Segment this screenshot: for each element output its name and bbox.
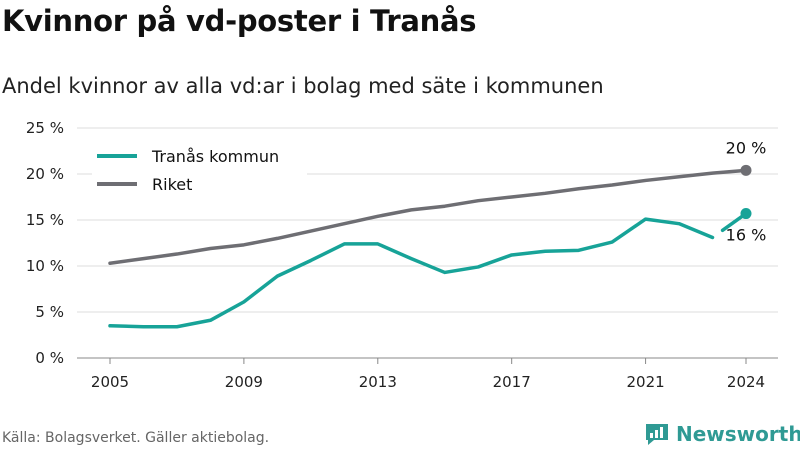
brand-name: Newsworthy bbox=[676, 422, 800, 446]
legend-label-1: Riket bbox=[152, 175, 192, 194]
series-line-1 bbox=[108, 168, 748, 265]
x-tick-label: 2024 bbox=[727, 373, 765, 391]
x-tick-label: 2021 bbox=[626, 373, 664, 391]
x-tick-label: 2009 bbox=[225, 373, 263, 391]
source-note: Källa: Bolagsverket. Gäller aktiebolag. bbox=[2, 430, 270, 446]
legend-background bbox=[92, 144, 307, 202]
series-line-0 bbox=[108, 217, 715, 329]
chart-subtitle: Andel kvinnor av alla vd:ar i bolag med … bbox=[2, 74, 604, 98]
newsworthy-logo-icon bbox=[646, 424, 668, 445]
series-end-point-1 bbox=[740, 164, 752, 176]
y-tick-label: 25 % bbox=[26, 119, 64, 137]
y-tick-label: 10 % bbox=[26, 257, 64, 275]
x-tick-label: 2013 bbox=[359, 373, 397, 391]
axes: 0 % 5 % 10 % 15 % 20 % 25 % 2005 2009 2013 2017 20… bbox=[26, 119, 765, 391]
y-tick-label: 20 % bbox=[26, 165, 64, 183]
line-chart: 0 % 5 % 10 % 15 % 20 % 25 % 2005 2009 2013 2017 20… bbox=[26, 119, 778, 391]
y-tick-label: 15 % bbox=[26, 211, 64, 229]
legend-label-0: Tranås kommun bbox=[151, 147, 279, 166]
series-lines: 20 % 16 % bbox=[108, 138, 767, 329]
x-tick-label: 2017 bbox=[493, 373, 531, 391]
y-tick-label: 0 % bbox=[35, 349, 64, 367]
chart-title: Kvinnor på vd-poster i Tranås bbox=[2, 4, 477, 38]
legend: Tranås kommun Riket bbox=[92, 144, 307, 202]
series-end-point-0 bbox=[740, 208, 752, 220]
series-end-label-0: 16 % bbox=[726, 226, 767, 245]
y-tick-label: 5 % bbox=[35, 303, 64, 321]
series-end-label-1: 20 % bbox=[726, 138, 767, 157]
brand-logo: Newsworthy bbox=[644, 420, 800, 448]
x-tick-label: 2005 bbox=[91, 373, 129, 391]
